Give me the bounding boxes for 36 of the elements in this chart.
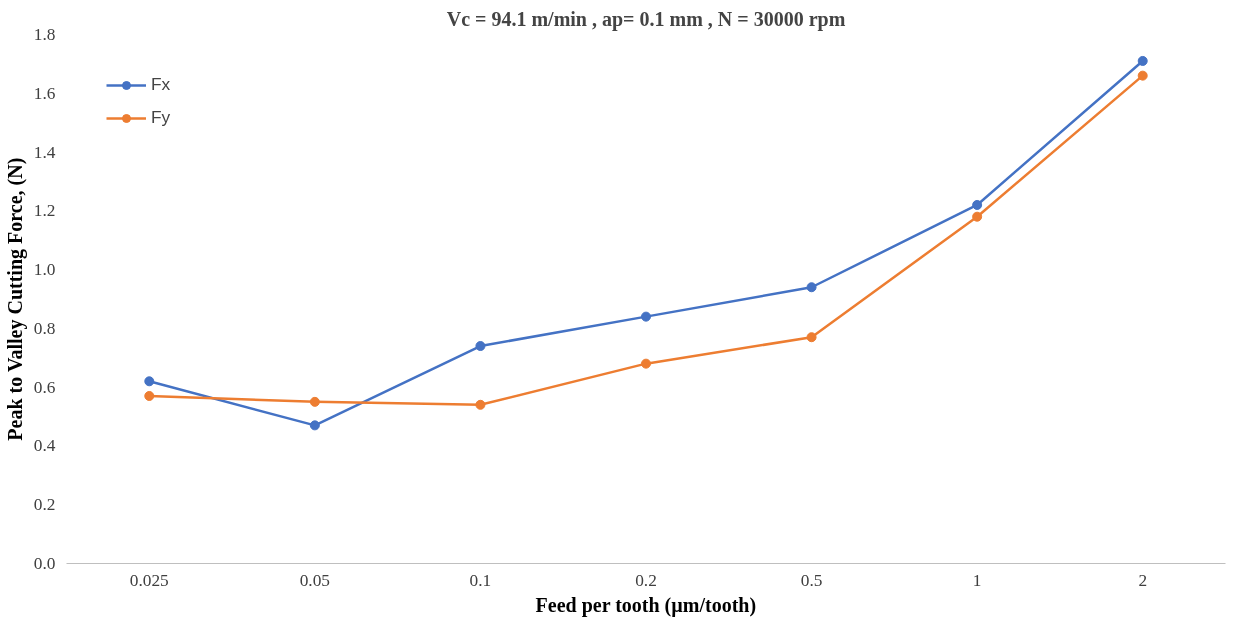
y-tick-label: 1.6 xyxy=(33,83,56,103)
y-tick-label: 0.8 xyxy=(33,318,56,338)
legend-label: Fy xyxy=(151,107,171,128)
legend-label: Fx xyxy=(151,74,171,95)
x-tick-label: 0.025 xyxy=(129,570,169,590)
y-tick-label: 1.0 xyxy=(33,260,56,280)
point xyxy=(972,199,983,210)
chart-title: Vc = 94.1 m/min , ap= 0.1 mm , N = 30000 rpm xyxy=(446,7,846,31)
point xyxy=(309,396,320,407)
y-tick-label: 1.4 xyxy=(33,142,56,162)
y-tick-label: 0.6 xyxy=(33,377,56,397)
point xyxy=(144,390,155,401)
point xyxy=(1137,70,1148,81)
x-tick-label: 0.1 xyxy=(469,570,492,590)
point xyxy=(475,399,486,410)
point xyxy=(972,211,983,222)
point xyxy=(641,311,651,322)
x-tick-label: 0.5 xyxy=(800,570,823,590)
point xyxy=(641,358,651,369)
point xyxy=(806,282,817,293)
point xyxy=(1137,55,1148,66)
x-tick-label: 1 xyxy=(972,570,982,590)
x-tick-label: 2 xyxy=(1138,570,1148,590)
x-tick-label: 0.05 xyxy=(299,570,331,590)
point xyxy=(144,376,155,387)
y-tick-label: 0.4 xyxy=(33,436,56,456)
y-tick-label: 1.2 xyxy=(33,201,56,221)
y-tick-label: 0.2 xyxy=(33,495,56,515)
y-axis-title: Peak to Valley Cutting Force, (N) xyxy=(3,157,27,441)
point xyxy=(309,420,320,431)
y-tick-label: 0.0 xyxy=(33,554,56,573)
y-tick-label: 1.8 xyxy=(33,25,56,44)
point xyxy=(806,332,817,343)
point xyxy=(475,341,486,352)
x-tick-label: 0.2 xyxy=(635,570,657,590)
x-axis-title: Feed per tooth (µm/tooth) xyxy=(535,593,757,617)
